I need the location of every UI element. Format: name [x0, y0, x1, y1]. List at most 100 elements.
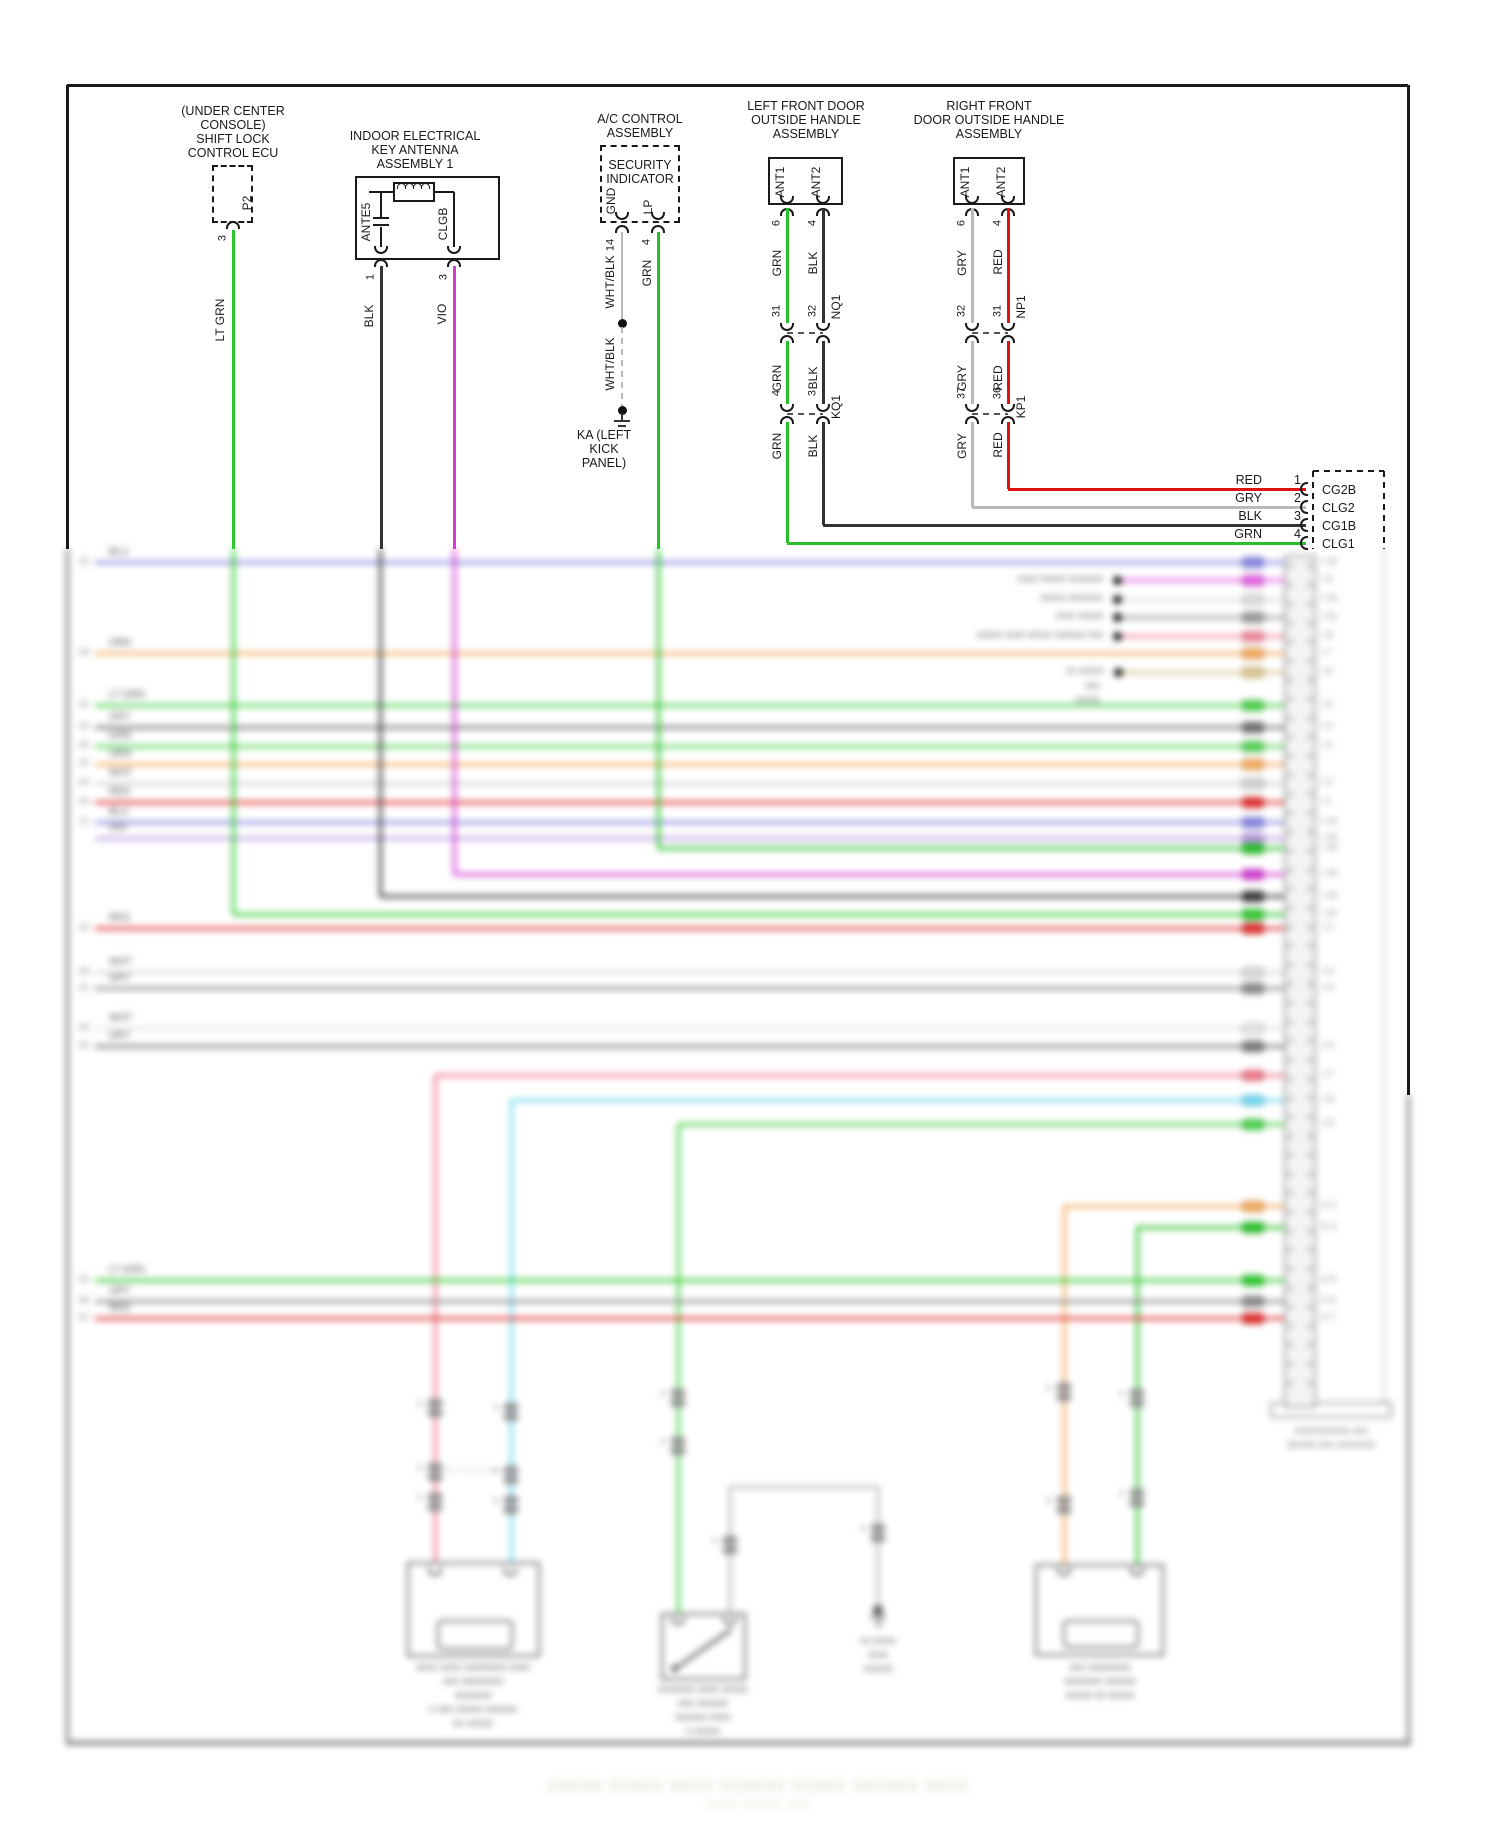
- label-text: ANT2: [809, 166, 823, 198]
- inline-connector: [428, 1399, 442, 1407]
- edge-ref: 5C: [78, 1312, 90, 1323]
- edge-ref: 4E: [78, 1040, 90, 1051]
- inline-connector: [1130, 1489, 1144, 1497]
- wire-5: [95, 651, 1284, 655]
- junction-dot: [670, 1664, 678, 1672]
- strip-tick: [1287, 850, 1293, 852]
- wire-line: [970, 208, 974, 323]
- strip-tick: [1287, 774, 1293, 776]
- pin-ref-label: I 6: [1322, 666, 1333, 677]
- wire-17-vertical: [378, 549, 382, 896]
- label-text: LT GRN: [213, 298, 227, 342]
- label-text: ASSEMBLY: [955, 127, 1023, 142]
- wire-line: [821, 422, 825, 525]
- inline-connector: [1057, 1496, 1071, 1504]
- connector-arc: [816, 196, 830, 204]
- strip-tick: [1287, 1154, 1293, 1156]
- label-text: xxx xxxxxxxx: [442, 1675, 504, 1688]
- wire-line: [821, 208, 825, 323]
- label-text: GRN: [640, 259, 654, 287]
- connector-blob: [1242, 630, 1264, 642]
- pin-ref-label: K 2: [1322, 1200, 1336, 1211]
- label-text: ANT2: [994, 166, 1008, 198]
- frame-right: [1406, 85, 1410, 1095]
- edge-ref: 4A: [78, 922, 90, 933]
- label-text: 31: [991, 304, 1004, 318]
- wire-10: [95, 762, 1284, 766]
- label-text: PANEL): [581, 456, 627, 471]
- edge-ref: 4C: [78, 982, 90, 993]
- pin-number-blur: x: [660, 1388, 666, 1399]
- blurred-annotation: xxxx xxxxx xxxxxxx: [1017, 573, 1103, 585]
- connector-arc: [503, 1568, 517, 1576]
- wire-line: [435, 191, 454, 193]
- strip-tick: [1307, 1230, 1313, 1232]
- wire-4: [1117, 634, 1284, 638]
- connector-arc: [374, 246, 388, 254]
- connector-arc: [816, 404, 830, 412]
- label-text: 6: [770, 219, 783, 227]
- edge-ref: 3D: [78, 721, 90, 732]
- strip-tick: [1307, 1344, 1313, 1346]
- strip-tick: [1287, 1116, 1293, 1118]
- connector-blob: [1242, 868, 1264, 880]
- strip-tick: [1307, 1040, 1313, 1042]
- frame-left-blur: [65, 549, 69, 1745]
- strip-tick: [1287, 1002, 1293, 1004]
- strip-tick: [1287, 1097, 1293, 1099]
- label-text: ANTE5: [359, 202, 373, 242]
- label-text: 3: [437, 273, 450, 281]
- wire-line: [972, 413, 1008, 415]
- pin-ref-label: K 3: [1322, 1221, 1336, 1232]
- label-text: WHT/BLK: [603, 337, 617, 391]
- wht-blk-wire: [620, 232, 624, 320]
- pin-ref-label: I 1: [1322, 796, 1333, 807]
- inline-connector: [671, 1437, 685, 1445]
- label-text: (xxxxx xxx xxxxxxx): [1287, 1439, 1375, 1451]
- label-text: GRN: [770, 364, 784, 392]
- strip-tick: [1307, 1154, 1313, 1156]
- connector-blob: [1242, 740, 1264, 752]
- pin-number-blur: x: [1119, 1388, 1125, 1399]
- label-text: xxxxx xx xxxxx: [1065, 1689, 1135, 1702]
- pin-ref-label: K 7: [1322, 1312, 1336, 1323]
- label-text: BLK: [806, 366, 820, 390]
- connector-blob: [1242, 842, 1264, 854]
- pin-ref-label: I 14: [1322, 816, 1338, 827]
- strip-tick: [1287, 1363, 1293, 1365]
- pin-number-blur: x: [493, 1402, 499, 1413]
- label-text: CLG2: [1322, 501, 1355, 516]
- connector-arc: [615, 225, 629, 233]
- strip-tick: [1287, 679, 1293, 681]
- splice-dot: [1112, 631, 1122, 641]
- strip-tick: [1307, 717, 1313, 719]
- connector-arc: [816, 416, 830, 424]
- pin-ref-label: I 19: [1322, 868, 1338, 879]
- inline-connector: [871, 1534, 885, 1542]
- wire-24: [435, 1073, 1284, 1077]
- edge-ref: 3J: [79, 816, 89, 827]
- wire-line: [1006, 422, 1010, 489]
- connector-arc: [1001, 323, 1015, 331]
- strip-tick: [1307, 831, 1313, 833]
- inline-connector: [504, 1466, 518, 1474]
- label-text: SHIFT LOCK: [196, 132, 270, 147]
- wire-color-label: RED: [109, 912, 131, 924]
- edge-ref: 5B: [78, 1295, 90, 1306]
- pin-ref-label: I 10: [1322, 593, 1338, 604]
- strip-tick: [1287, 1382, 1293, 1384]
- connector-arc: [615, 212, 629, 220]
- label-text: 32: [955, 304, 968, 318]
- label-text: xxxx: [868, 1649, 888, 1661]
- pin-number-blur: x: [1046, 1382, 1052, 1393]
- pin-ref-label: K 6: [1322, 1295, 1336, 1306]
- wire-line: [785, 422, 789, 543]
- label-text: KEY ANTENNA: [371, 143, 459, 158]
- connector-blob: [1242, 1200, 1264, 1212]
- label-text: 37: [955, 386, 968, 400]
- pin-number-blur: x: [493, 1495, 499, 1506]
- wire-color-label: LT GRN: [109, 1264, 145, 1276]
- label-text: 1: [1294, 473, 1301, 488]
- label-text: GRY: [955, 250, 969, 276]
